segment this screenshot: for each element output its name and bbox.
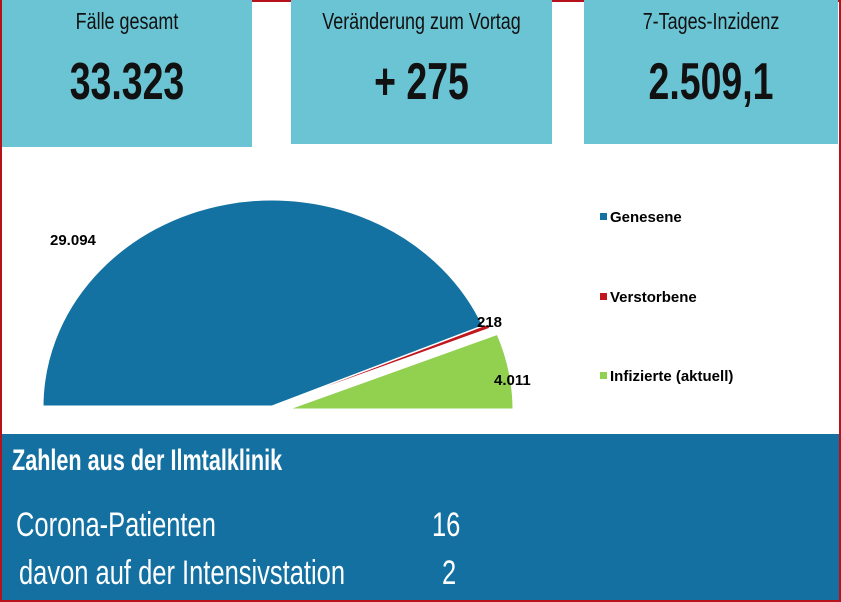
row-value: 16: [432, 506, 461, 544]
card-incidence: 7-Tages-Inzidenz 2.509,1: [584, 0, 838, 144]
legend-label: Infizierte (aktuell): [610, 368, 733, 385]
data-label: 4.011: [494, 372, 531, 389]
legend-swatch: [600, 293, 607, 300]
panel-title: Zahlen aus der Ilmtalklinik: [12, 444, 283, 477]
data-label: 218: [477, 314, 502, 331]
row-label: davon auf der Intensivstation: [19, 554, 346, 592]
data-label: 29.094: [50, 232, 97, 249]
card-label: Veränderung zum Vortag: [322, 8, 521, 34]
row-label: Corona-Patienten: [16, 506, 216, 544]
card-label: Fälle gesamt: [75, 8, 179, 34]
card-total-cases: Fälle gesamt 33.323: [2, 0, 252, 147]
row-value: 2: [442, 554, 457, 592]
legend-label: Verstorbene: [610, 289, 697, 306]
card-daily-change: Veränderung zum Vortag + 275: [291, 0, 552, 144]
card-value: 33.323: [69, 53, 185, 111]
half-pie-chart: 29.094 Genesene 218 Verstorbene 4.011 Infizie…: [40, 197, 733, 412]
clinic-panel: Zahlen aus der Ilmtalklinik Corona-Patie…: [2, 434, 839, 600]
legend-label: Genesene: [610, 209, 682, 226]
legend-swatch: [600, 213, 607, 220]
card-label: 7-Tages-Inzidenz: [642, 8, 780, 34]
slice-infizierte-aktuell-: [283, 331, 516, 412]
slice-verstorbene: [275, 323, 491, 406]
slice-genesene: [40, 197, 487, 409]
card-value: + 275: [374, 53, 469, 111]
card-value: 2.509,1: [648, 53, 774, 111]
legend-swatch: [600, 372, 607, 379]
